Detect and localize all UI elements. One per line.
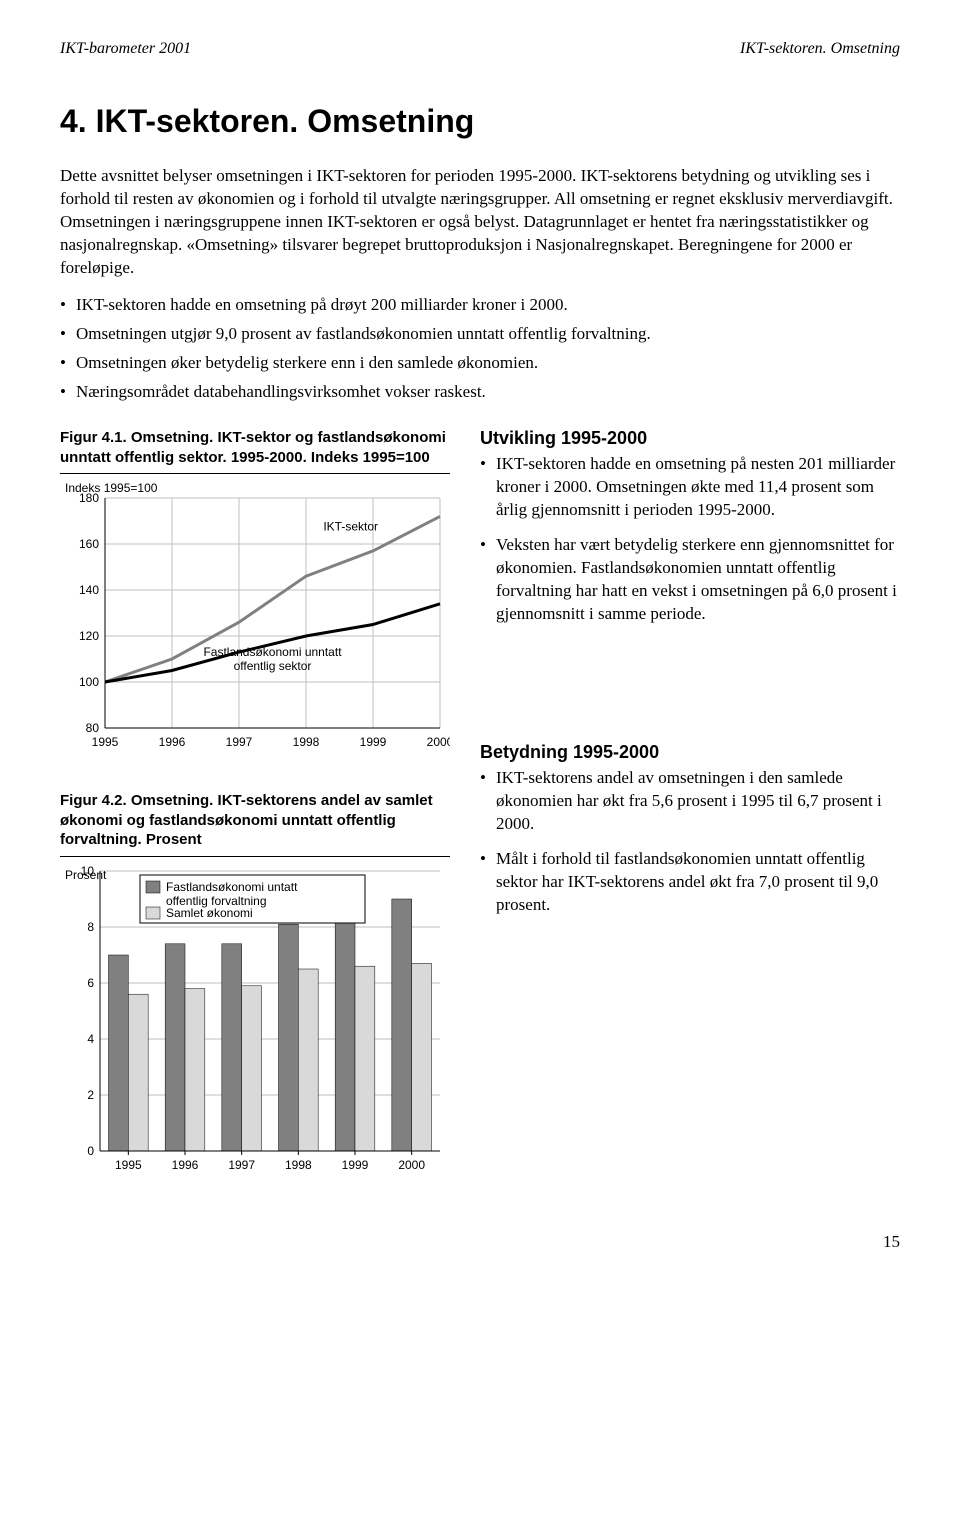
figure-4-2-chart: 0246810Prosent199519961997199819992000Fa… xyxy=(60,861,450,1186)
figure-4-2-caption: Figur 4.2. Omsetning. IKT-sektorens ande… xyxy=(60,791,450,857)
intro-paragraph: Dette avsnittet belyser omsetningen i IK… xyxy=(60,165,900,280)
svg-text:1996: 1996 xyxy=(172,1158,199,1172)
svg-text:8: 8 xyxy=(87,920,94,934)
svg-text:1999: 1999 xyxy=(342,1158,369,1172)
utvikling-item: Veksten har vært betydelig sterkere enn … xyxy=(480,534,900,626)
page-title: 4. IKT-sektoren. Omsetning xyxy=(60,103,900,140)
svg-text:2000: 2000 xyxy=(398,1158,425,1172)
svg-text:2000: 2000 xyxy=(427,735,450,749)
svg-text:80: 80 xyxy=(86,721,100,735)
svg-text:1998: 1998 xyxy=(285,1158,312,1172)
svg-text:1995: 1995 xyxy=(115,1158,142,1172)
svg-text:offentlig sektor: offentlig sektor xyxy=(234,659,312,673)
betydning-item: Målt i forhold til fastlandsøkonomien un… xyxy=(480,848,900,917)
svg-text:Fastlandsøkonomi untatt: Fastlandsøkonomi untatt xyxy=(166,880,298,894)
summary-bullet: IKT-sektoren hadde en omsetning på drøyt… xyxy=(60,294,900,317)
svg-text:1996: 1996 xyxy=(159,735,186,749)
svg-text:Fastlandsøkonomi unntatt: Fastlandsøkonomi unntatt xyxy=(203,645,342,659)
svg-text:2: 2 xyxy=(87,1088,94,1102)
svg-text:100: 100 xyxy=(79,675,99,689)
svg-text:140: 140 xyxy=(79,583,99,597)
svg-text:1998: 1998 xyxy=(293,735,320,749)
summary-bullet: Omsetningen øker betydelig sterkere enn … xyxy=(60,352,900,375)
betydning-heading: Betydning 1995-2000 xyxy=(480,742,900,763)
svg-text:0: 0 xyxy=(87,1144,94,1158)
betydning-item: IKT-sektorens andel av omsetningen i den… xyxy=(480,767,900,836)
svg-text:1995: 1995 xyxy=(92,735,119,749)
utvikling-heading: Utvikling 1995-2000 xyxy=(480,428,900,449)
header-right: IKT-sektoren. Omsetning xyxy=(740,40,900,58)
svg-text:IKT-sektor: IKT-sektor xyxy=(323,520,378,534)
utvikling-list: IKT-sektoren hadde en omsetning på neste… xyxy=(480,453,900,626)
svg-text:6: 6 xyxy=(87,976,94,990)
betydning-list: IKT-sektorens andel av omsetningen i den… xyxy=(480,767,900,917)
svg-text:4: 4 xyxy=(87,1032,94,1046)
svg-text:180: 180 xyxy=(79,491,99,505)
svg-text:Prosent: Prosent xyxy=(65,868,107,882)
summary-bullets: IKT-sektoren hadde en omsetning på drøyt… xyxy=(60,294,900,404)
svg-text:120: 120 xyxy=(79,629,99,643)
utvikling-item: IKT-sektoren hadde en omsetning på neste… xyxy=(480,453,900,522)
summary-bullet: Næringsområdet databehandlingsvirksomhet… xyxy=(60,381,900,404)
summary-bullet: Omsetningen utgjør 9,0 prosent av fastla… xyxy=(60,323,900,346)
svg-text:160: 160 xyxy=(79,537,99,551)
svg-text:1999: 1999 xyxy=(360,735,387,749)
svg-text:1997: 1997 xyxy=(226,735,253,749)
page-number: 15 xyxy=(60,1232,900,1252)
svg-text:1997: 1997 xyxy=(228,1158,255,1172)
figure-4-1-caption: Figur 4.1. Omsetning. IKT-sektor og fast… xyxy=(60,428,450,474)
header-left: IKT-barometer 2001 xyxy=(60,40,191,58)
figure-4-1-chart: Indeks 1995=1008010012014016018019951996… xyxy=(60,478,450,763)
svg-text:Samlet økonomi: Samlet økonomi xyxy=(166,906,253,920)
running-header: IKT-barometer 2001 IKT-sektoren. Omsetni… xyxy=(60,40,900,58)
